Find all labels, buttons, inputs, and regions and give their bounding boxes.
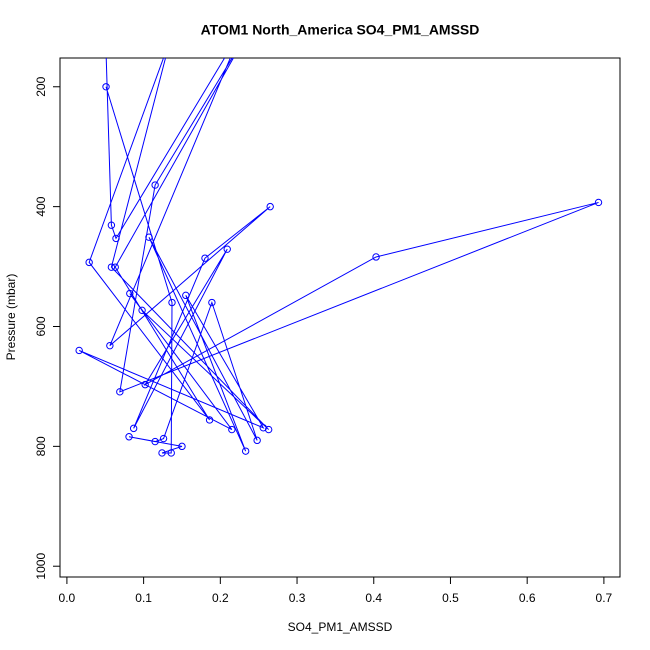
data-point	[126, 289, 134, 298]
data-point	[151, 437, 159, 446]
x-axis-label: SO4_PM1_AMSSD	[288, 620, 393, 634]
y-tick-label: 1000	[34, 553, 48, 580]
data-point	[223, 245, 231, 253]
data-point	[241, 447, 250, 455]
data-point	[259, 424, 267, 432]
data-point	[201, 254, 209, 262]
data-point	[253, 436, 261, 445]
data-point	[107, 221, 116, 229]
data-point	[107, 263, 116, 271]
data-point	[111, 263, 119, 271]
x-tick-label: 0.5	[442, 591, 459, 605]
x-tick-label: 0.2	[212, 591, 229, 605]
data-point	[266, 202, 274, 211]
data-point	[75, 346, 83, 355]
x-tick-label: 0.1	[135, 591, 152, 605]
data-point	[205, 416, 214, 424]
data-point	[116, 388, 124, 396]
data-point	[102, 83, 110, 91]
x-tick-label: 0.6	[519, 591, 536, 605]
data-point	[85, 258, 93, 267]
data-point	[182, 291, 190, 300]
data-point	[112, 234, 120, 243]
x-tick-label: 0.7	[596, 591, 613, 605]
data-point	[106, 341, 114, 350]
data-point	[228, 425, 236, 434]
y-tick-label: 800	[34, 436, 48, 456]
data-point	[167, 449, 175, 457]
data-point	[208, 298, 216, 307]
y-tick-label: 600	[34, 316, 48, 336]
data-point	[264, 425, 273, 434]
data-point	[594, 198, 603, 207]
x-tick-label: 0.4	[365, 591, 382, 605]
data-point	[372, 253, 380, 261]
plot-frame	[59, 57, 621, 578]
data-point	[141, 380, 149, 389]
data-point	[158, 449, 166, 457]
y-axis-label: Pressure (mbar)	[4, 274, 18, 361]
data-point	[145, 233, 153, 241]
plot-area	[75, 58, 603, 457]
data-point	[168, 298, 176, 307]
data-point	[138, 306, 146, 315]
x-tick-label: 0.3	[289, 591, 306, 605]
x-tick-label: 0.0	[59, 591, 76, 605]
chart-title: ATOM1 North_America SO4_PM1_AMSSD	[201, 22, 480, 38]
y-tick-label: 200	[34, 76, 48, 96]
data-point	[178, 442, 186, 451]
y-tick-label: 400	[34, 196, 48, 216]
data-point	[159, 434, 168, 443]
data-point	[129, 424, 138, 433]
data-point	[151, 181, 159, 189]
data-point	[125, 433, 133, 441]
